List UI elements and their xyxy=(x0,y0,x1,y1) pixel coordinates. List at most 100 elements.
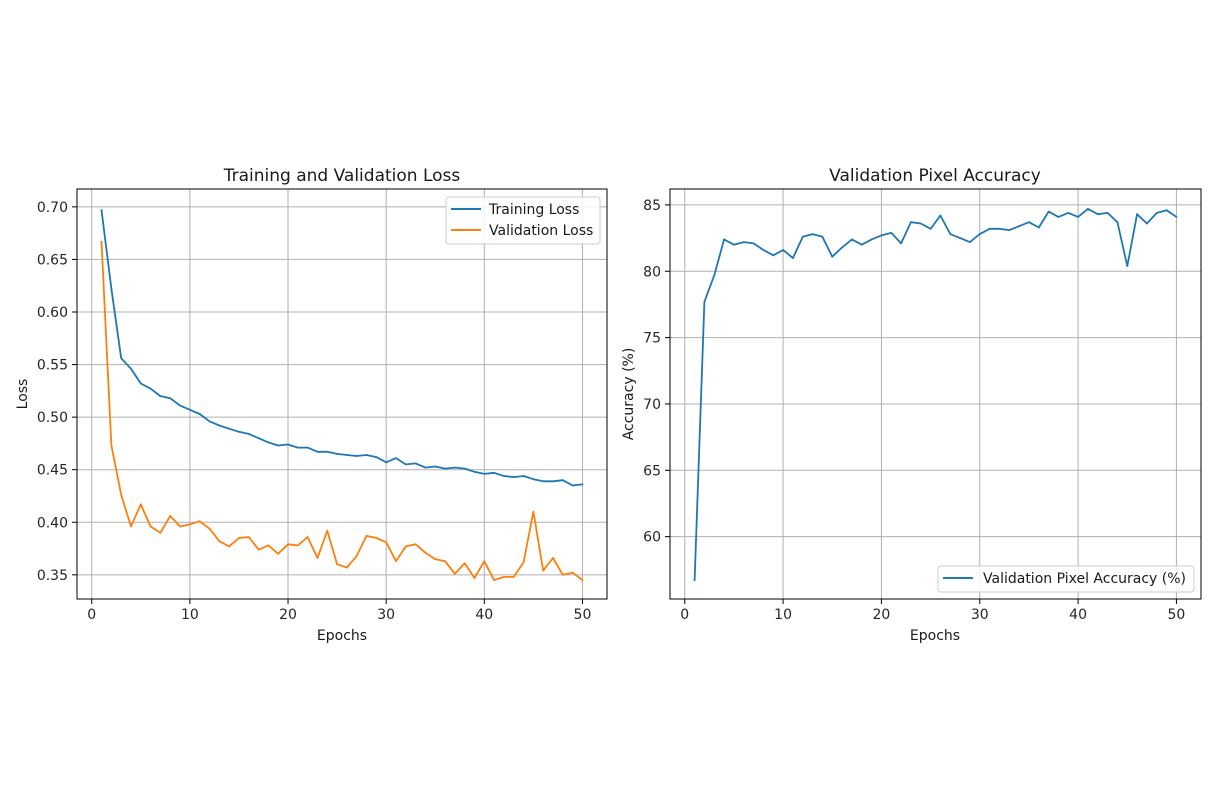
loss-x-axis-label: Epochs xyxy=(317,628,367,644)
validation-loss-point-22 xyxy=(306,536,309,538)
training-loss-point-24 xyxy=(326,450,329,453)
validation-loss-point-44 xyxy=(522,561,525,564)
training-loss-point-37 xyxy=(454,466,456,469)
training-loss-point-33 xyxy=(414,462,417,465)
training-loss-point-10 xyxy=(189,408,191,411)
accuracy-ytick-label-1: 65 xyxy=(643,463,661,479)
validation-pixel-accuracy-point-24 xyxy=(919,222,922,225)
training-loss-point-7 xyxy=(159,395,162,397)
training-loss-point-36 xyxy=(444,467,446,470)
validation-loss-point-29 xyxy=(375,537,378,539)
validation-loss-points xyxy=(100,240,584,581)
validation-pixel-accuracy-point-34 xyxy=(1018,225,1020,228)
validation-pixel-accuracy-point-10 xyxy=(782,249,784,251)
validation-loss-point-11 xyxy=(198,520,201,523)
accuracy-xtick-label-10: 10 xyxy=(774,607,792,623)
validation-pixel-accuracy-point-46 xyxy=(1136,213,1138,216)
training-loss-point-34 xyxy=(424,466,427,469)
validation-loss-point-26 xyxy=(346,566,348,569)
validation-loss-point-10 xyxy=(189,523,191,526)
training-loss-point-23 xyxy=(316,450,319,453)
validation-pixel-accuracy-point-1 xyxy=(693,579,696,582)
validation-loss-point-31 xyxy=(395,560,397,563)
legend-training-loss-label: Training Loss xyxy=(488,202,579,218)
validation-loss-point-18 xyxy=(267,544,270,547)
accuracy-xtick-label-50: 50 xyxy=(1168,607,1186,623)
training-loss-point-45 xyxy=(532,478,535,481)
validation-pixel-accuracy-points xyxy=(693,208,1178,582)
training-loss-point-26 xyxy=(346,454,348,456)
validation-loss-point-36 xyxy=(444,560,446,563)
validation-loss-point-32 xyxy=(404,545,407,548)
loss-axes-frame xyxy=(76,188,608,600)
validation-pixel-accuracy-point-19 xyxy=(870,238,873,241)
loss-chart-title: Training and Validation Loss xyxy=(223,166,461,186)
training-loss-point-41 xyxy=(493,471,495,474)
training-loss-point-48 xyxy=(561,479,564,482)
validation-loss-point-39 xyxy=(473,577,476,579)
accuracy-lines xyxy=(693,207,1178,582)
validation-loss-point-43 xyxy=(512,576,515,578)
validation-loss-point-8 xyxy=(169,515,172,517)
accuracy-xtick-label-30: 30 xyxy=(971,607,989,623)
validation-pixel-accuracy-point-37 xyxy=(1047,210,1050,213)
loss-ytick-label-4: 0.55 xyxy=(37,358,68,374)
training-loss-point-1 xyxy=(100,209,103,211)
accuracy-y-axis-label: Accuracy (%) xyxy=(621,348,637,441)
training-loss-point-5 xyxy=(139,382,142,385)
training-loss-line xyxy=(100,209,583,487)
training-loss-point-6 xyxy=(149,387,152,390)
validation-loss-point-6 xyxy=(149,525,152,528)
loss-xtick-label-10: 10 xyxy=(181,607,199,623)
training-loss-point-12 xyxy=(208,420,211,423)
validation-loss-point-34 xyxy=(424,551,427,554)
loss-legend-box xyxy=(445,196,601,245)
validation-loss-point-27 xyxy=(355,555,358,557)
accuracy-ytick-label-4: 80 xyxy=(643,264,661,280)
accuracy-grid xyxy=(670,189,1201,599)
training-loss-point-14 xyxy=(228,427,231,430)
validation-pixel-accuracy-point-2 xyxy=(703,300,706,303)
validation-loss-point-17 xyxy=(257,548,260,551)
validation-pixel-accuracy-point-3 xyxy=(713,274,716,277)
accuracy-xtick-label-40: 40 xyxy=(1069,607,1087,623)
loss-ytick-label-3: 0.50 xyxy=(37,410,68,426)
loss-xtick-label-50: 50 xyxy=(574,607,592,623)
loss-ytick-label-0: 0.35 xyxy=(37,568,68,584)
training-loss-point-44 xyxy=(522,475,525,477)
training-loss-point-20 xyxy=(287,443,289,446)
training-loss-point-15 xyxy=(238,430,240,433)
validation-pixel-accuracy-point-5 xyxy=(733,243,735,246)
training-loss-point-3 xyxy=(120,357,123,360)
validation-loss-point-2 xyxy=(110,444,113,447)
loss-x-ticks: 0 10 20 30 40 50 xyxy=(87,599,591,623)
loss-ytick-label-7: 0.70 xyxy=(37,200,68,216)
validation-pixel-accuracy-point-28 xyxy=(959,237,961,240)
validation-loss-point-3 xyxy=(120,494,123,496)
validation-loss-point-48 xyxy=(561,573,564,576)
loss-ytick-label-6: 0.65 xyxy=(37,252,68,268)
accuracy-chart: 0 10 20 30 40 50 60 65 70 75 80 85 Validation Pixe… xyxy=(621,166,1202,644)
validation-pixel-accuracy-point-29 xyxy=(969,241,971,244)
validation-pixel-accuracy-line xyxy=(693,207,1177,581)
validation-pixel-accuracy-point-22 xyxy=(900,242,902,245)
validation-pixel-accuracy-point-40 xyxy=(1077,216,1079,218)
accuracy-ytick-label-2: 70 xyxy=(643,397,661,413)
training-loss-point-4 xyxy=(130,367,132,370)
loss-ytick-label-5: 0.60 xyxy=(37,305,68,321)
legend-validation-loss-label: Validation Loss xyxy=(489,223,593,239)
accuracy-ytick-label-0: 60 xyxy=(643,530,661,546)
accuracy-x-axis-label: Epochs xyxy=(910,628,960,644)
training-loss-point-46 xyxy=(542,480,545,483)
validation-pixel-accuracy-point-12 xyxy=(801,235,804,238)
validation-loss-point-24 xyxy=(326,529,329,532)
training-loss-points xyxy=(100,209,584,487)
validation-loss-point-19 xyxy=(277,552,280,555)
training-loss-point-42 xyxy=(503,475,505,477)
training-loss-point-11 xyxy=(198,413,201,415)
loss-legend: Training Loss Validation Loss xyxy=(445,196,601,245)
validation-loss-point-47 xyxy=(552,557,554,559)
training-loss-point-18 xyxy=(267,441,270,444)
training-loss-point-43 xyxy=(512,476,515,478)
